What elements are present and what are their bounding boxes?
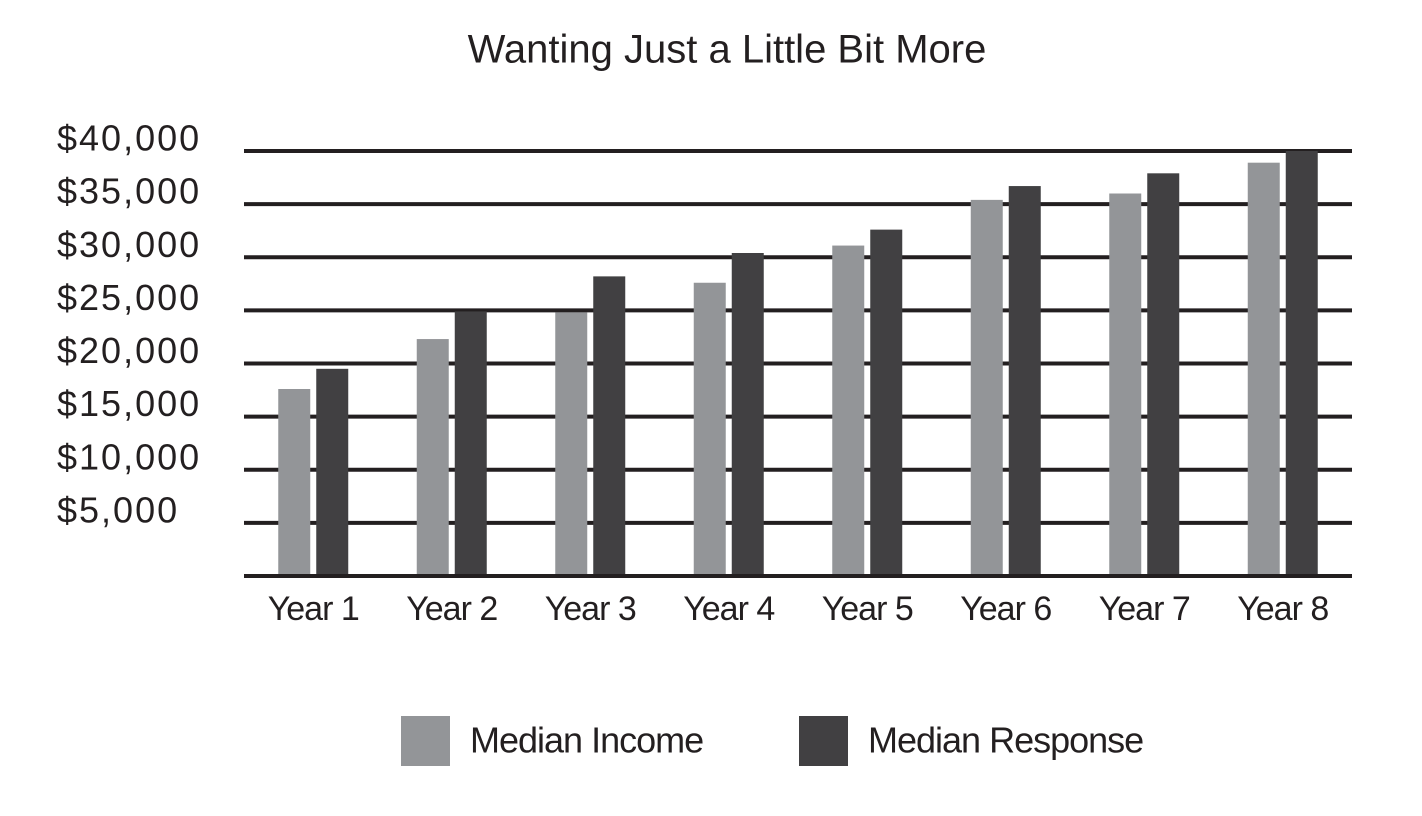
bar (693, 282, 726, 576)
legend-label: Median Income (470, 720, 703, 761)
legend-swatch (401, 716, 450, 766)
x-tick-label: Year 1 (268, 590, 359, 628)
bar (832, 245, 865, 576)
bar (416, 339, 449, 576)
legend-label: Median Response (868, 720, 1143, 761)
bar (1147, 173, 1180, 576)
bar (1247, 162, 1280, 576)
x-tick-label: Year 2 (406, 590, 497, 628)
bar (1008, 186, 1041, 576)
bar (970, 199, 1003, 576)
chart-title: Wanting Just a Little Bit More (468, 28, 987, 72)
y-tick-label: $35,000 (57, 171, 201, 212)
x-tick-label: Year 7 (1099, 590, 1190, 628)
legend-swatch (799, 716, 848, 766)
x-tick-label: Year 6 (960, 590, 1051, 628)
y-tick-label: $15,000 (57, 383, 201, 424)
x-tick-label: Year 8 (1237, 590, 1328, 628)
x-tick-label: Year 4 (683, 590, 774, 628)
bar (316, 368, 349, 576)
y-tick-label: $10,000 (57, 436, 201, 477)
bar (1109, 193, 1142, 576)
bar (593, 276, 626, 576)
bar (278, 389, 311, 576)
y-tick-label: $40,000 (57, 118, 201, 159)
bar (731, 253, 764, 576)
bar (555, 312, 588, 576)
y-tick-label: $20,000 (57, 330, 201, 371)
bar (870, 229, 903, 576)
y-tick-label: $5,000 (57, 489, 179, 530)
y-tick-label: $25,000 (57, 277, 201, 318)
x-tick-label: Year 3 (545, 590, 636, 628)
bar (454, 311, 487, 576)
bar (1285, 151, 1318, 576)
x-tick-label: Year 5 (822, 590, 913, 628)
y-tick-label: $30,000 (57, 224, 201, 265)
